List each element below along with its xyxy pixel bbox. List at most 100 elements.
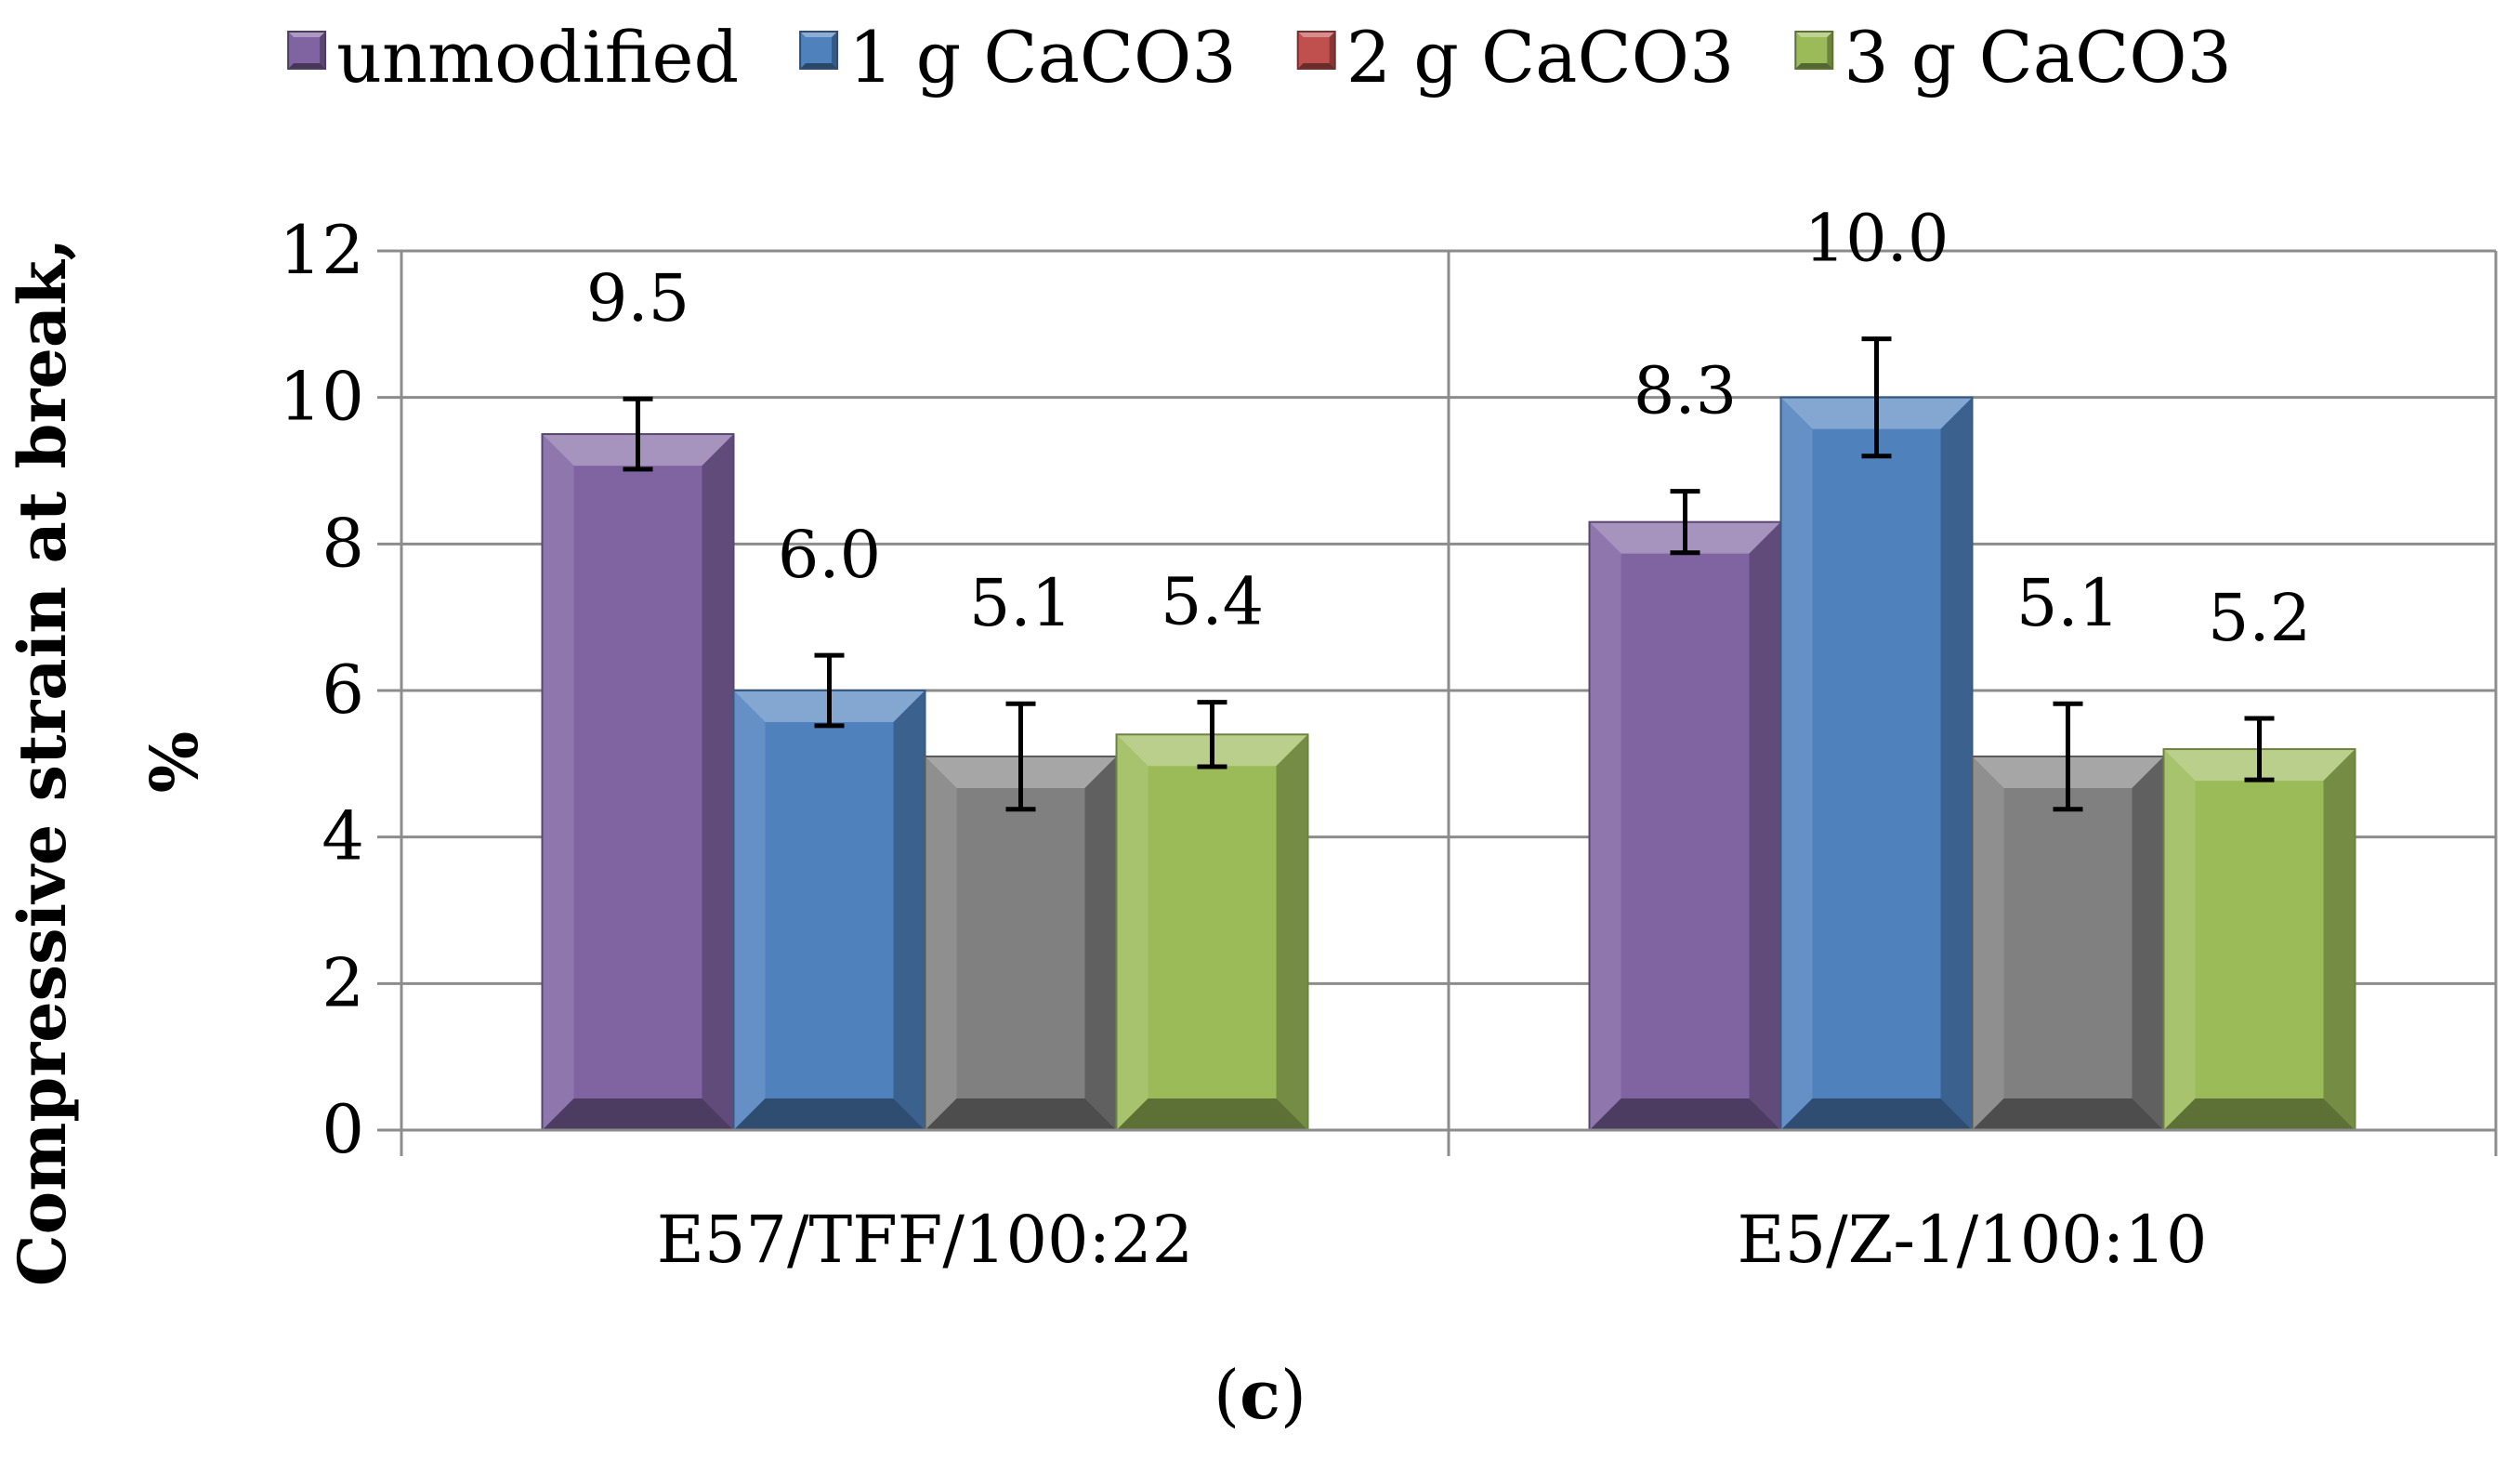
legend-item-0: unmodified: [287, 16, 739, 99]
labels: 0 2 4 6 8 10 12 9.5 6.0 5.1 5.4 E57/TFF/100:22 8.3 10…: [279, 201, 2311, 1278]
legend-swatch-outline: [287, 31, 327, 70]
bar-bevel-left: [1780, 397, 1813, 1131]
bar-bevel-right: [1749, 521, 1781, 1130]
legend-swatch-bevel-top: [288, 32, 326, 37]
y-axis-title-unit: %: [136, 731, 213, 794]
legend-label: 3 g CaCO3: [1844, 16, 2232, 99]
bar-3-1: [2162, 716, 2356, 1131]
legend-label: 1 g CaCO3: [848, 16, 1237, 99]
bar-bevel-left: [1116, 734, 1148, 1130]
bars: [541, 336, 2356, 1132]
bar-bevel-bottom: [1116, 1098, 1308, 1130]
bar-bevel-right: [2323, 749, 2356, 1130]
legend-swatch-bevel-right: [832, 32, 838, 69]
bar-body: [1589, 521, 1781, 1130]
bar-bevel-right: [1276, 734, 1308, 1130]
legend-swatch-bevel-top: [800, 32, 838, 37]
bar-bevel-bottom: [1780, 1098, 1973, 1130]
legend-label: 2 g CaCO3: [1346, 16, 1735, 99]
legend-swatch-bevel-right: [1827, 32, 1833, 69]
legend-swatch-bevel-bottom: [800, 63, 838, 69]
y-axis-title: Compressive strain at break,: [4, 238, 81, 1286]
bar-body: [1116, 734, 1308, 1130]
legend-swatch: [287, 31, 327, 70]
legend-swatch-bevel-top: [1795, 32, 1833, 37]
legend-swatch-body: [1297, 32, 1335, 69]
bar-bevel-left: [733, 691, 766, 1130]
legend-swatch-body: [800, 32, 838, 69]
legend-swatch: [799, 31, 839, 70]
data-label: 8.3: [1634, 353, 1737, 429]
bar-bevel-left: [542, 434, 574, 1130]
bar-1-1: [1779, 336, 1974, 1131]
legend-swatch-bevel-bottom: [288, 63, 326, 69]
bar-body: [925, 756, 1117, 1130]
bar-bevel-bottom: [1972, 1098, 2164, 1130]
bar-2-0: [924, 701, 1118, 1131]
x-category-label: E57/TFF/100:22: [657, 1202, 1193, 1278]
legend-swatch: [1794, 31, 1834, 70]
bar-bevel-right: [2132, 756, 2164, 1130]
bar-2-1: [1971, 701, 2165, 1131]
legend-label: unmodified: [336, 16, 739, 99]
bar-bevel-bottom: [1589, 1098, 1781, 1130]
bar-body: [542, 434, 734, 1130]
legend-swatch-bevel-right: [320, 32, 326, 69]
legend-swatch-body: [288, 32, 326, 69]
y-tick-label: 2: [322, 943, 364, 1021]
y-tick-label: 0: [322, 1090, 364, 1168]
bar-bevel-bottom: [542, 1098, 734, 1130]
caption-close: ): [1280, 1356, 1306, 1434]
legend-item-1: 1 g CaCO3: [799, 16, 1237, 99]
axes: [377, 249, 2496, 1132]
bar-1-0: [732, 652, 926, 1131]
x-category-label: E5/Z-1/100:10: [1738, 1202, 2208, 1278]
y-tick-label: 10: [279, 358, 364, 436]
legend-item-2: 2 g CaCO3: [1296, 16, 1735, 99]
caption-letter: c: [1240, 1355, 1280, 1434]
bar-bevel-right: [702, 434, 734, 1130]
bar-body: [2163, 749, 2356, 1130]
bar-bevel-left: [1589, 521, 1621, 1130]
legend-swatch: [1296, 31, 1336, 70]
bar-body: [1972, 756, 2164, 1130]
y-tick-label: 12: [279, 211, 364, 289]
legend-swatch-bevel-bottom: [1297, 63, 1335, 69]
data-label: 5.2: [2208, 580, 2311, 656]
legend-swatch-outline: [1296, 31, 1336, 70]
y-tick-label: 6: [322, 651, 364, 729]
bar-bevel-right: [1940, 397, 1973, 1131]
legend-swatch-outline: [799, 31, 839, 70]
bar-bevel-bottom: [733, 1098, 925, 1130]
bar-3-0: [1115, 700, 1309, 1131]
legend-item-3: 3 g CaCO3: [1794, 16, 2232, 99]
bar-bevel-bottom: [2163, 1098, 2356, 1130]
bar-body: [733, 691, 925, 1130]
caption-open: (: [1214, 1356, 1240, 1434]
bar-bevel-left: [2163, 749, 2196, 1130]
legend: unmodified 1 g CaCO3 2 g CaCO3 3 g CaCO3: [287, 16, 2232, 99]
bar-body: [1780, 397, 1973, 1131]
figure-caption: (c): [1214, 1355, 1306, 1434]
bar-bevel-left: [1972, 756, 2004, 1130]
data-label: 9.5: [586, 260, 689, 336]
legend-swatch-body: [1795, 32, 1833, 69]
bar-0-0: [541, 396, 735, 1132]
data-label: 5.4: [1161, 564, 1264, 640]
bar-bevel-right: [1084, 756, 1117, 1130]
bar-0-1: [1588, 489, 1782, 1131]
bar-bevel-right: [893, 691, 925, 1130]
bar-bevel-left: [925, 756, 957, 1130]
data-label: 5.1: [2016, 565, 2120, 641]
legend-swatch-bevel-right: [1329, 32, 1335, 69]
legend-swatch-outline: [1794, 31, 1834, 70]
y-tick-label: 8: [322, 504, 364, 582]
bar-bevel-bottom: [925, 1098, 1117, 1130]
data-label: 5.1: [969, 565, 1072, 641]
legend-swatch-bevel-top: [1297, 32, 1335, 37]
legend-swatch-bevel-bottom: [1795, 63, 1833, 69]
data-label: 10.0: [1805, 201, 1949, 277]
y-tick-label: 4: [322, 797, 364, 875]
